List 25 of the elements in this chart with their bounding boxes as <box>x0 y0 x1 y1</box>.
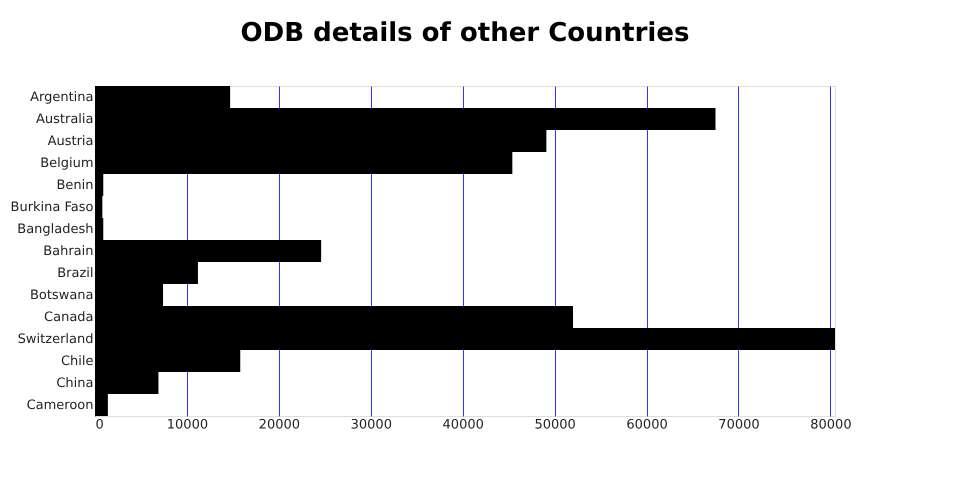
y-tick-label: Australia <box>36 112 94 127</box>
y-tick-label: Cameroon <box>26 398 94 413</box>
y-tick-label: Bangladesh <box>17 222 94 237</box>
y-tick-label: Brazil <box>57 266 94 281</box>
x-tick-label: 20000 <box>258 418 300 432</box>
y-tick-label: Botswana <box>30 288 94 303</box>
y-tick-label: Austria <box>48 134 94 149</box>
y-tick-label: Belgium <box>40 156 94 171</box>
chart-title: ODB details of other Countries <box>240 18 690 48</box>
y-tick-label: Benin <box>56 178 94 193</box>
y-tick-label: Bahrain <box>43 244 94 259</box>
x-tick-label: 0 <box>96 418 104 432</box>
x-tick-label: 50000 <box>534 418 576 432</box>
y-tick-label: Argentina <box>30 90 94 105</box>
y-tick-label: Switzerland <box>18 332 94 347</box>
x-tick-label: 10000 <box>166 418 208 432</box>
y-tick-label: Chile <box>60 354 94 369</box>
x-tick-label: 30000 <box>350 418 392 432</box>
x-tick-label: 60000 <box>626 418 668 432</box>
y-tick-label: Burkina Faso <box>10 200 94 215</box>
x-tick-label: 80000 <box>810 418 852 432</box>
y-tick-label: China <box>56 376 94 391</box>
x-tick-label: 70000 <box>718 418 760 432</box>
x-tick-label: 40000 <box>442 418 484 432</box>
y-tick-label: Canada <box>44 310 94 325</box>
